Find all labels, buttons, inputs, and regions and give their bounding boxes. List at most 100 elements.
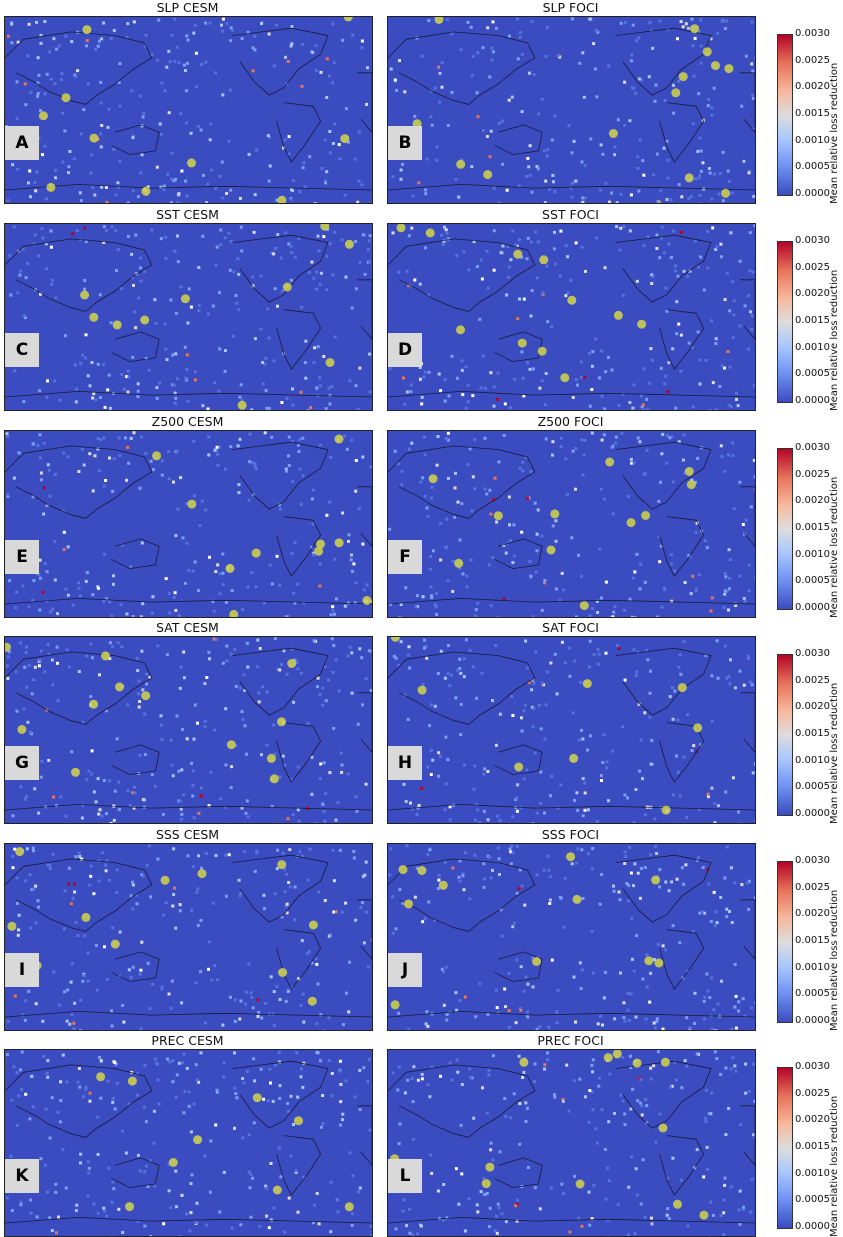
heatmap-cell [272,1013,275,1016]
heatmap-cell [700,150,703,153]
heatmap-cell [137,1154,140,1157]
heatmap-cell [644,866,647,869]
coastline [494,332,542,362]
heatmap-cell [6,1053,9,1056]
heatmap-cell [666,198,669,201]
heatmap-cell [605,1198,608,1201]
heatmap-cell [317,345,320,348]
heatmap-cell [78,587,81,590]
heatmap-cell [197,309,200,312]
heatmap-cell [326,57,329,60]
panel-title: PREC FOCI [387,1033,754,1048]
heatmap-cell [264,431,267,434]
heatmap-cell [547,1026,550,1029]
heatmap-cell [164,89,167,92]
heatmap-cell [392,932,395,935]
heatmap-cell [638,440,641,443]
heatmap-cell [731,280,734,283]
heatmap-cell [644,814,647,817]
heatmap-cell [708,996,711,999]
heatmap-cell [49,610,52,613]
heatmap-cell [713,173,716,176]
heatmap-cell [641,777,644,780]
heatmap-cell [147,962,150,965]
heatmap-cell [632,648,635,651]
heatmap-cell [672,480,675,483]
heatmap-cell [472,55,475,58]
map-svg [5,224,372,410]
heatmap-map [387,636,756,824]
heatmap-cell [454,991,457,994]
heatmap-cell [248,1133,251,1136]
heatmap-cell [345,276,348,279]
heatmap-cell [184,377,187,380]
heatmap-cell [225,659,228,662]
heatmap-cell [10,1099,13,1102]
heatmap-cell [254,870,257,873]
heatmap-cell [284,56,287,59]
heatmap-cell [338,690,341,693]
heatmap-cell [63,548,66,551]
heatmap-cell [208,657,211,660]
heatmap-cell [492,50,495,53]
heatmap-cell [98,673,101,676]
heatmap-cell [45,197,48,200]
heatmap-cell [661,226,664,229]
heatmap-cell [19,641,22,644]
heatmap-cell [521,1076,524,1079]
heatmap-cell [466,585,469,588]
heatmap-cell [337,801,340,804]
heatmap-cell [737,404,740,407]
heatmap-cell [37,812,40,815]
heatmap-cell [104,864,107,867]
heatmap-cell [697,266,700,269]
colorbar [777,861,793,1023]
heatmap-cell [746,882,749,885]
heatmap-cell [594,338,597,341]
heatmap-cell [43,670,46,673]
heatmap-cell [316,983,319,986]
heatmap-cell [473,438,476,441]
heatmap-cell [204,509,207,512]
heatmap-cell [636,280,639,283]
heatmap-cell [513,554,516,557]
heatmap-cell [129,804,132,807]
heatmap-cell [437,66,440,69]
heatmap-cell [72,1027,75,1030]
colorbar-tick-label: 0.0030 [795,1061,830,1072]
heatmap-cell [278,584,281,587]
heatmap-cell [54,296,57,299]
heatmap-cell [454,486,457,489]
heatmap-cell [317,235,320,238]
heatmap-cell [156,59,159,62]
heatmap-cell [613,1017,616,1020]
coastline [616,28,712,95]
heatmap-cell [148,844,151,847]
map-svg [388,17,755,203]
heatmap-cell [498,202,501,204]
heatmap-cell [127,391,130,394]
heatmap-cell [693,1022,696,1025]
heatmap-cell [711,596,714,599]
heatmap-cell [753,384,755,387]
selected-location-marker [439,881,448,890]
heatmap-cell [564,294,567,297]
heatmap-cell [607,1120,610,1123]
heatmap-cell [533,73,536,76]
heatmap-cell [461,1083,464,1086]
heatmap-cell [635,674,638,677]
heatmap-cell [318,585,321,588]
heatmap-map [4,16,373,204]
heatmap-cell [626,992,629,995]
heatmap-cell [163,188,166,191]
heatmap-cell [543,149,546,152]
heatmap-cell [64,35,67,38]
heatmap-cell [579,203,582,204]
heatmap-cell [298,468,301,471]
heatmap-cell [730,405,733,408]
heatmap-cell [685,1065,688,1068]
heatmap-cell [566,493,569,496]
heatmap-cell [725,20,728,23]
heatmap-cell [59,1080,62,1083]
colorbar-tick-label: 0.0030 [795,235,830,246]
